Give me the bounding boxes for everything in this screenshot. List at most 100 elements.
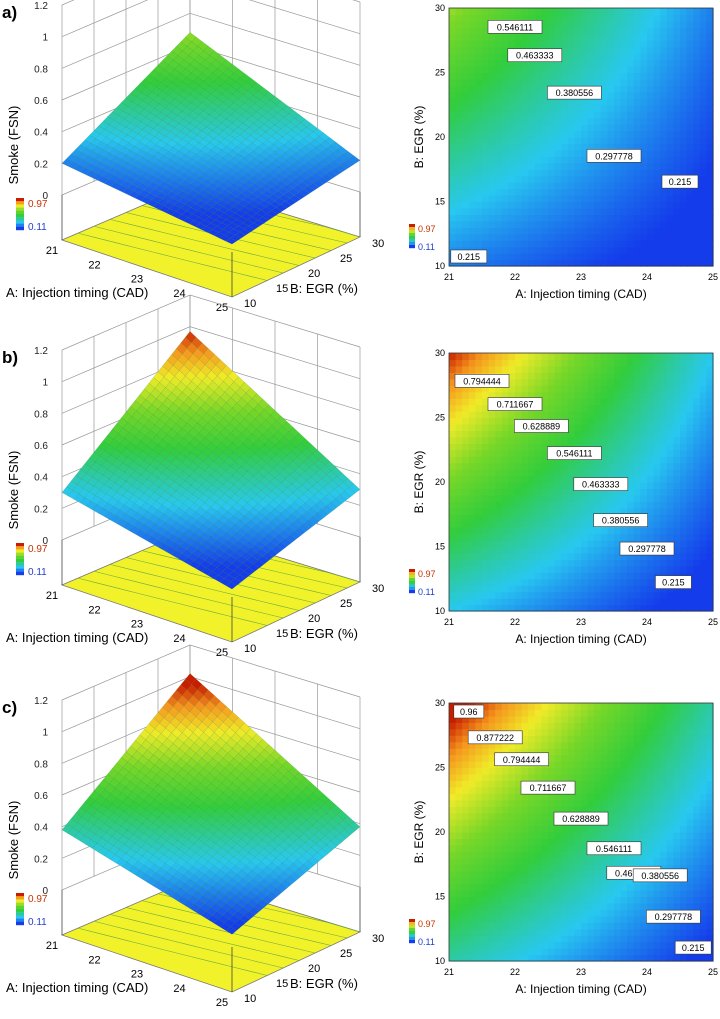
contour-cell [706,233,714,241]
contour-cell [561,398,569,406]
contour-cell [574,423,582,431]
contour-cell [482,66,490,74]
contour-cell [554,72,562,80]
contour-cell [548,398,556,406]
contour-cell [640,475,648,483]
contour-cell [620,423,628,431]
contour-cell [574,520,582,528]
contour-cell [594,246,602,254]
contour-cell [620,40,628,48]
contour-cell [501,533,509,541]
contour-cell [627,598,635,606]
contour-cell [534,117,542,125]
contour-cell [495,585,503,593]
contour-cell [561,8,569,16]
contour-cell [495,533,503,541]
contour-cell [600,604,608,612]
contour-cell [541,372,549,380]
contour-cell [686,14,694,22]
contour-cell [455,391,463,399]
contour-cell [574,59,582,67]
contour-cell [561,359,569,367]
contour-cell [455,8,463,16]
contour-cell [600,540,608,548]
contour-cell [515,253,523,261]
contour-cell [587,14,595,22]
contour-cell [666,565,674,573]
contour-cell [620,404,628,412]
contour-cell [541,149,549,157]
contour-cell [475,501,483,509]
contour-cell [693,494,701,502]
contour-cell [607,507,615,515]
contour-cell [693,117,701,125]
contour-cell [607,411,615,419]
contour-cell [554,520,562,528]
contour-cell [699,85,707,93]
contour-cell [627,233,635,241]
contour-cell [627,411,635,419]
contour-cell [666,365,674,373]
contour-cell [495,462,503,470]
contour-cell [574,604,582,612]
contour-cell [548,175,556,183]
contour-cell [561,546,569,554]
contour-y-tick: 30 [435,3,445,13]
contour-cell [640,559,648,567]
contour-cell [640,353,648,361]
contour-cell [706,188,714,196]
y-tick-label: 10 [244,298,256,310]
contour-cell [534,578,542,586]
contour-cell [581,195,589,203]
contour-cell [455,182,463,190]
contour-cell [640,53,648,61]
colorbar-swatch [409,569,415,573]
contour-cell [673,514,681,522]
contour-cell [653,33,661,41]
contour-cell [706,540,714,548]
colorbar-swatch [16,549,24,553]
contour-cell [600,488,608,496]
contour-cell [574,436,582,444]
contour-cell [581,27,589,35]
contour-cell [528,456,536,464]
contour-cell [647,365,655,373]
contour-cell [449,85,457,93]
contour-cell [495,201,503,209]
contour-cell [587,378,595,386]
contour-cell [468,195,476,203]
contour-cell [693,91,701,99]
contour-cell [581,353,589,361]
contour-cell [600,494,608,502]
contour-cell [449,404,457,412]
contour-cell [482,456,490,464]
contour-cell [515,598,523,606]
contour-cell [567,66,575,74]
contour-cell [475,353,483,361]
contour-cell [574,417,582,425]
contour-cell [515,111,523,119]
contour-cell [541,195,549,203]
contour-cell [706,514,714,522]
contour-cell [475,385,483,393]
contour-cell [653,456,661,464]
contour-cell [614,411,622,419]
contour-cell [468,501,476,509]
contour-cell [666,520,674,528]
contour-cell [475,423,483,431]
contour-cell [640,20,648,28]
contour-cell [462,540,470,548]
contour-cell [633,195,641,203]
contour-cell [501,182,509,190]
contour-cell [508,540,516,548]
contour-cell [686,72,694,80]
contour-cell [534,462,542,470]
contour-cell [455,540,463,548]
contour-cell [528,372,536,380]
contour-level-box [661,174,699,189]
contour-cell [455,482,463,490]
contour-cell [528,494,536,502]
contour-cell [666,162,674,170]
contour-cell [515,552,523,560]
contour-cell [528,546,536,554]
